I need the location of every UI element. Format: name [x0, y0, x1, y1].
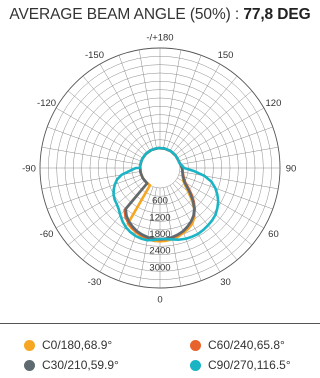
beam-angle-value: 77,8 DEG [243, 6, 311, 23]
grid-spoke [178, 126, 273, 162]
grid-spoke [118, 55, 154, 150]
grid-spoke [169, 63, 221, 151]
angle-label: -90 [22, 164, 36, 175]
angle-label: -120 [37, 98, 56, 109]
radial-label: 2400 [149, 246, 170, 257]
grid-spoke [163, 49, 182, 149]
legend-label-c90: C90/270,116.5° [208, 358, 291, 372]
legend-item-c0: C0/180,68.9° [24, 338, 112, 352]
grid-spoke [67, 180, 145, 246]
legend-dot-c90 [190, 359, 201, 371]
legend-dot-c60 [190, 339, 201, 351]
legend-item-c60: C60/240,65.8° [190, 338, 285, 352]
radial-label: 1200 [149, 212, 170, 223]
grid-spoke [169, 185, 221, 273]
grid-spoke [172, 183, 238, 261]
legend-label-c60: C60/240,65.8° [208, 338, 285, 352]
angle-label: 0 [157, 295, 162, 306]
radial-label: 1800 [149, 229, 170, 240]
legend-item-c30: C30/210,59.9° [24, 358, 119, 372]
legend-item-c90: C90/270,116.5° [190, 358, 291, 372]
angle-label: 120 [266, 98, 282, 109]
legend-label-c30: C30/210,59.9° [42, 358, 119, 372]
polar-curves [112, 146, 220, 243]
grid-spoke [172, 75, 238, 153]
chart-title: AVERAGE BEAM ANGLE (50%) : 77,8 DEG [0, 6, 320, 24]
angle-labels: 0 30 60 90 120 150 -/+180 -150 -120 -90 -60 -30 [22, 33, 296, 306]
angle-label: 150 [218, 50, 234, 61]
grid-spoke [178, 174, 273, 210]
grid-spoke [47, 174, 142, 210]
grid-spoke [138, 49, 157, 149]
angle-label: 60 [268, 229, 279, 240]
grid-spoke [55, 107, 143, 159]
grid-spoke [179, 146, 279, 165]
radial-labels: 600 1200 1800 2400 3000 [149, 196, 170, 274]
polar-chart: 0 30 60 90 120 150 -/+180 -150 -120 -90 -60 -30 600… [22, 33, 296, 306]
angle-label: -60 [40, 229, 54, 240]
legend-label-c0: C0/180,68.9° [42, 338, 113, 352]
angle-label: 90 [286, 164, 297, 175]
angle-label: -/+180 [146, 33, 173, 44]
grid-spoke [177, 107, 265, 159]
series-curve-1 [123, 146, 197, 242]
radial-label: 600 [152, 196, 168, 207]
legend-dot-c30 [24, 359, 35, 371]
radial-label: 3000 [149, 262, 170, 273]
angle-label: -30 [88, 277, 102, 288]
grid-spoke [82, 75, 148, 153]
series-curve-3 [112, 146, 220, 242]
grid-spoke [47, 126, 142, 162]
title-prefix: AVERAGE BEAM ANGLE (50%) : [9, 6, 244, 23]
angle-label: 30 [220, 277, 231, 288]
angle-label: -150 [85, 50, 104, 61]
grid-spoke [166, 55, 202, 150]
grid-spoke [177, 177, 265, 229]
grid-spoke [175, 90, 253, 156]
grid-spoke [55, 177, 143, 229]
grid-spoke [99, 63, 151, 151]
legend-dot-c0 [24, 339, 35, 351]
legend-divider [0, 323, 320, 324]
grid-spoke [179, 171, 279, 190]
polar-grid [39, 47, 281, 289]
grid-spoke [41, 146, 141, 165]
grid-spoke [67, 90, 145, 156]
